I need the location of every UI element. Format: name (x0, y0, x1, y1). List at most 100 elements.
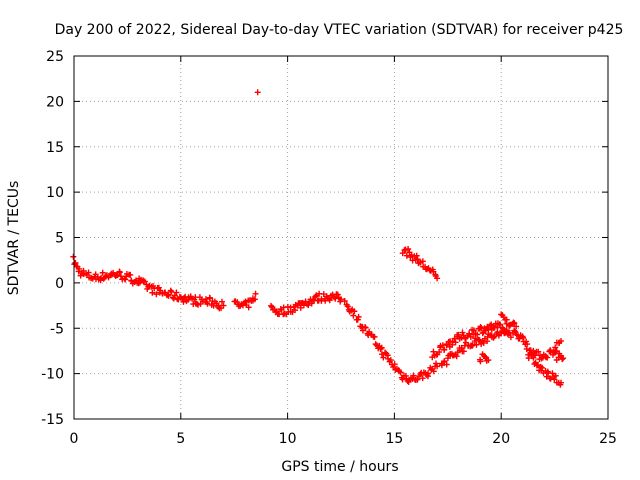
data-point (560, 355, 567, 362)
data-point (551, 376, 558, 383)
y-tick-label: -10 (41, 367, 64, 383)
data-point (141, 278, 148, 285)
data-point (399, 250, 406, 257)
data-points (70, 89, 567, 388)
data-point (362, 324, 369, 331)
data-point (487, 322, 494, 329)
data-point (391, 361, 398, 368)
data-point (350, 312, 357, 319)
data-point (479, 330, 486, 337)
data-point (72, 259, 79, 266)
data-point (173, 289, 180, 296)
data-point (413, 252, 420, 259)
x-axis-label: GPS time / hours (281, 459, 398, 475)
data-point (117, 273, 124, 280)
data-point (425, 370, 432, 377)
data-point (434, 363, 441, 370)
data-point (485, 357, 492, 364)
data-point (251, 296, 258, 303)
data-point (503, 316, 510, 323)
y-tick-label: 5 (55, 231, 64, 247)
x-tick-label: 5 (176, 431, 185, 447)
y-tick-label: -5 (50, 321, 64, 337)
data-point (473, 341, 480, 348)
data-point (405, 245, 412, 252)
y-tick-label: -15 (41, 412, 64, 428)
data-point (511, 327, 518, 334)
data-point (202, 296, 209, 303)
data-point (397, 369, 404, 376)
data-point (513, 323, 520, 330)
data-point (433, 360, 440, 367)
data-point (430, 348, 437, 355)
x-tick-label: 25 (599, 431, 617, 447)
data-point (351, 308, 358, 315)
data-point (371, 333, 378, 340)
data-point (70, 253, 77, 260)
data-point (460, 348, 467, 355)
data-point (441, 346, 448, 353)
data-point (436, 349, 443, 356)
chart-title: Day 200 of 2022, Sidereal Day-to-day VTE… (55, 22, 624, 38)
data-point (552, 372, 559, 379)
data-point (292, 307, 299, 314)
y-tick-label: 20 (46, 94, 64, 110)
data-point (218, 298, 225, 305)
data-point (254, 89, 261, 96)
data-point (408, 252, 415, 259)
data-point (308, 300, 315, 307)
data-point (122, 276, 129, 283)
data-point (399, 376, 406, 383)
data-point (455, 331, 462, 338)
data-point (474, 331, 481, 338)
data-point (549, 370, 556, 377)
data-point (539, 364, 546, 371)
data-point (338, 296, 344, 303)
grid-lines (74, 56, 608, 419)
data-point (252, 290, 259, 297)
data-point (414, 376, 421, 383)
x-tick-label: 0 (70, 431, 79, 447)
data-point (512, 328, 519, 335)
data-point (99, 269, 106, 276)
data-point (382, 349, 389, 356)
data-point (344, 303, 351, 310)
data-point (516, 335, 523, 342)
data-point (76, 265, 83, 272)
data-point (127, 271, 134, 278)
data-point (332, 295, 339, 302)
data-point (136, 279, 143, 286)
data-point (153, 291, 160, 298)
data-point (372, 341, 379, 348)
data-point (334, 291, 341, 298)
data-point (419, 375, 426, 382)
data-point (452, 339, 459, 346)
data-point (355, 313, 362, 320)
data-point (165, 292, 172, 299)
data-point (434, 275, 441, 282)
data-point (535, 348, 542, 355)
data-point (430, 368, 437, 375)
data-point (387, 357, 394, 364)
data-point (378, 344, 385, 351)
axis-ticks: 0 5 10 15 20 25 -15 -10 -5 0 5 10 15 20 25 (41, 49, 617, 447)
data-point (530, 354, 537, 361)
data-point (116, 269, 123, 276)
data-point (538, 355, 545, 362)
data-point (558, 379, 565, 386)
data-point (204, 300, 211, 307)
data-point (220, 302, 227, 309)
data-point (354, 316, 361, 323)
data-point (414, 256, 421, 263)
data-point (305, 302, 312, 309)
x-tick-label: 15 (385, 431, 403, 447)
data-point (419, 258, 426, 265)
y-axis-label: SDTVAR / TECUs (6, 181, 22, 296)
x-tick-label: 20 (492, 431, 510, 447)
data-point (559, 356, 566, 363)
data-point (477, 358, 484, 365)
data-point (441, 358, 448, 365)
data-point (453, 353, 460, 360)
y-tick-label: 10 (46, 185, 64, 201)
